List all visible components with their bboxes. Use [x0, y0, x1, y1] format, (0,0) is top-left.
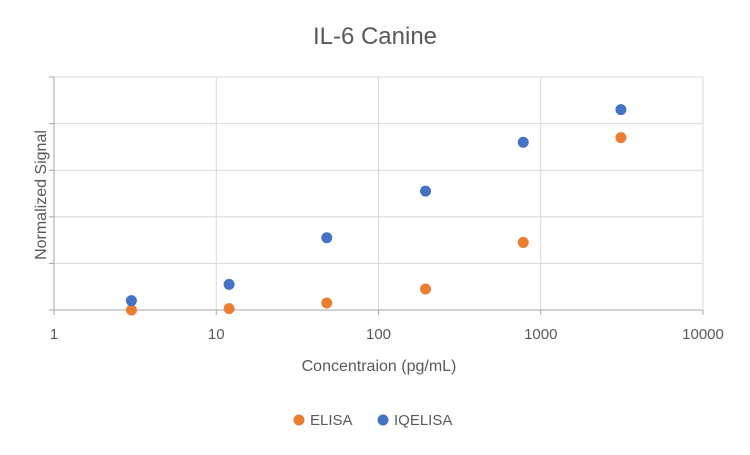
x-tick-label: 10000 — [682, 326, 724, 343]
gridlines — [54, 76, 704, 310]
iqelisa-data-point — [615, 104, 627, 116]
x-axis-label: Concentraion (pg/mL) — [302, 358, 457, 375]
x-tick-label: 1000 — [524, 326, 557, 343]
iqelisa-data-point — [125, 295, 137, 307]
data-points — [125, 104, 627, 316]
legend-iqelisa-label: IQELISA — [394, 412, 452, 429]
iqelisa-data-point — [223, 278, 235, 290]
elisa-data-point — [223, 303, 235, 315]
iqelisa-data-point — [321, 232, 333, 244]
elisa-data-point — [321, 297, 333, 309]
elisa-data-point — [615, 132, 627, 144]
x-tick-labels: 1 10 100 1000 10000 — [50, 326, 724, 343]
axes — [49, 76, 704, 315]
legend-elisa-label: ELISA — [310, 412, 353, 429]
x-tick-label: 100 — [366, 326, 391, 343]
legend-elisa-marker — [293, 414, 305, 426]
iqelisa-data-point — [420, 185, 432, 197]
legend: ELISA IQELISA — [293, 412, 452, 429]
elisa-data-point — [125, 304, 137, 316]
elisa-data-point — [420, 283, 432, 295]
iqelisa-data-point — [517, 136, 529, 148]
x-tick-label: 10 — [208, 326, 225, 343]
legend-iqelisa-marker — [377, 414, 389, 426]
chart-title: IL-6 Canine — [313, 23, 437, 50]
elisa-data-point — [517, 236, 529, 248]
x-tick-label: 1 — [50, 326, 58, 343]
y-axis-label: Normalized Signal — [33, 130, 50, 260]
